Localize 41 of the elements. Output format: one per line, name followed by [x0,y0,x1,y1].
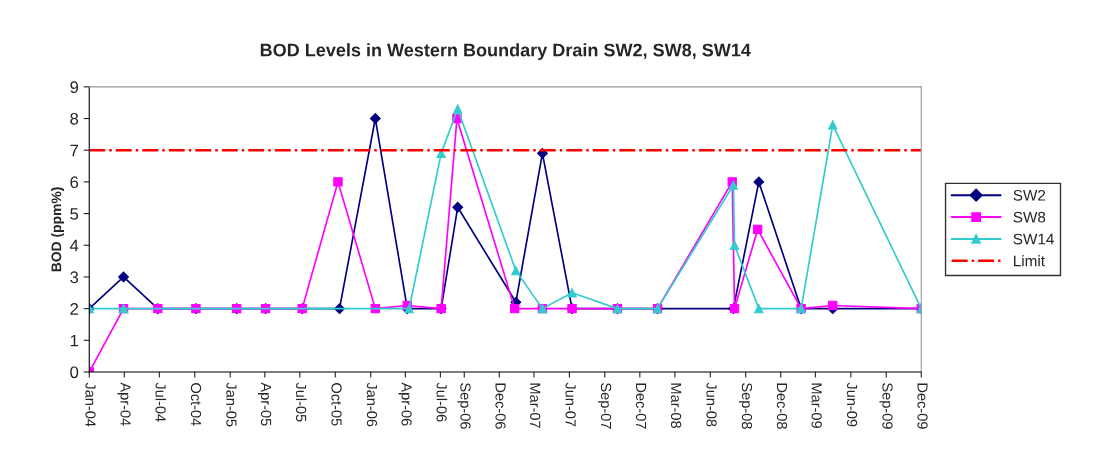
y-axis-title: BOD (ppm%) [51,187,65,272]
y-tick-label: 8 [70,112,79,125]
x-tick-label: Apr-05 [258,382,272,426]
y-tick-label: 9 [70,81,79,94]
x-tick-label: Jan-06 [366,382,378,427]
y-tick-label: 2 [70,303,79,315]
x-tick-label: Sep-07 [598,383,612,429]
legend-label: SW8 [1013,211,1046,223]
x-tick-label: Jan-04 [85,382,96,427]
y-tick-label: 7 [70,144,79,157]
x-tick-label: Jul-04 [155,382,167,422]
chart-title: BOD Levels in Western Boundary Drain SW2, SW8, SW14 [260,43,751,61]
legend-label: SW14 [1013,233,1054,245]
x-tick-label: Jul-06 [436,382,448,422]
x-tick-label: Apr-04 [117,382,131,426]
x-tick-label: Dec-07 [635,383,647,429]
x-tick-label: Jun-08 [706,382,717,427]
x-tick-label: Mar-08 [670,383,682,428]
x-tick-label: Jun-07 [565,382,576,427]
legend-label: Limit [1014,255,1045,267]
y-tick-label: 4 [69,239,79,252]
x-tick-label: Sep-06 [457,383,471,429]
y-tick-label: 6 [70,176,79,189]
x-tick-label: Dec-08 [776,383,788,429]
x-tick-label: Jan-05 [226,382,237,427]
x-tick-label: Jun-09 [846,382,858,427]
x-tick-label: Oct-05 [331,383,342,426]
x-tick-label: Mar-09 [811,383,822,428]
x-tick-label: Mar-07 [530,383,541,428]
x-tick-label: Apr-06 [398,382,412,426]
x-tick-label: Oct-04 [190,383,202,426]
x-tick-label: Jul-05 [295,382,307,422]
x-tick-label: Dec-09 [917,383,928,429]
x-tick-label: Dec-06 [495,383,506,429]
y-tick-label: 0 [70,366,79,379]
x-tick-label: Sep-09 [879,383,893,429]
y-tick-label: 5 [70,208,79,220]
legend-label: SW2 [1013,189,1046,201]
x-tick-label: Sep-08 [738,383,753,429]
y-tick-label: 1 [70,334,79,347]
y-tick-label: 3 [70,271,79,284]
